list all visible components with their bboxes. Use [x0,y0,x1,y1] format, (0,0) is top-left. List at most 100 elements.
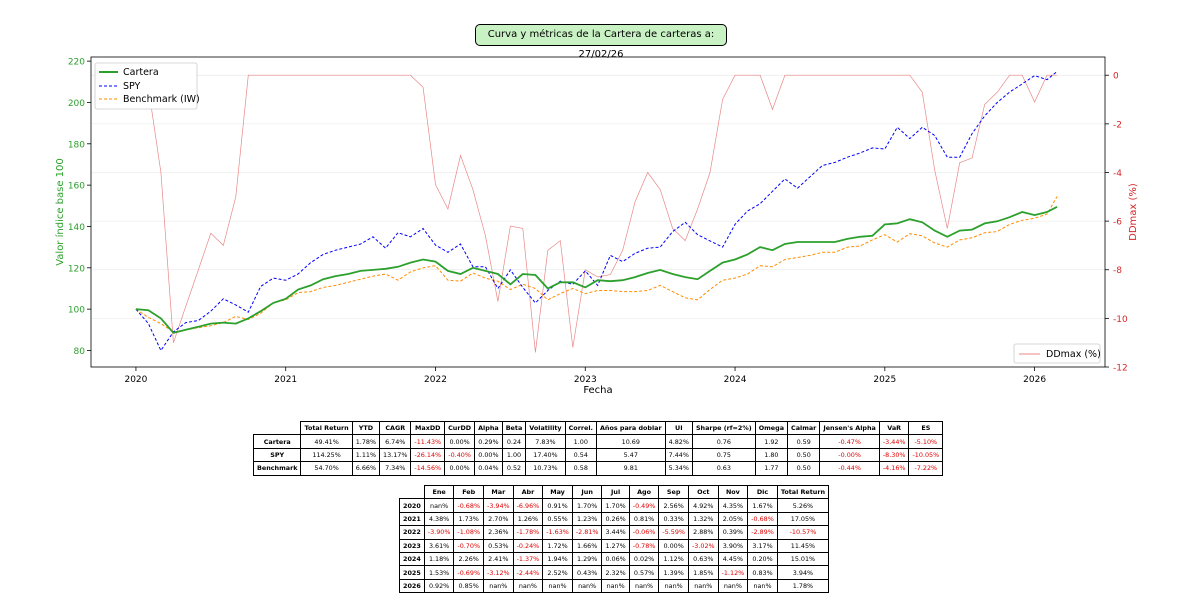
monthly-cell: 0.55% [542,511,573,527]
monthly-header-cell: Abr [512,484,544,500]
metrics-cell: 0.00% [474,447,503,463]
metrics-cell: 13.17% [379,447,412,463]
monthly-cell: 2.52% [542,565,573,580]
monthly-cell: -0.70% [453,538,485,553]
monthly-cell: 0.83% [747,565,778,580]
monthly-cell: 0.81% [628,511,660,527]
metrics-header-cell: Volatility [525,420,566,436]
metrics-cell: 1.78% [351,434,381,449]
monthly-cell: -6.96% [512,498,544,513]
monthly-cell: 1.70% [601,498,630,513]
metrics-cell: 7.83% [525,434,566,449]
metrics-row: Benchmark 54.70% 6.66% 7.34% -14.56% 0.00% 0.0… [252,461,944,476]
metrics-cell: 6.74% [379,434,412,449]
monthly-cell: nan% [542,578,573,594]
monthly-row-label: 2021 [399,511,425,527]
legend-label-benchmark: Benchmark (IW) [123,94,200,105]
monthly-cell: 2.32% [601,565,630,580]
monthly-cell: 1.12% [658,551,689,567]
monthly-cell: -0.69% [453,565,485,580]
x-axis-ticks: 2020 2021 2022 2023 2024 2025 2026 [124,367,1046,385]
monthly-cell: -0.68% [453,498,485,513]
monthly-cell: 2.88% [687,525,719,540]
metrics-cell: -5.10% [908,434,944,449]
monthly-cell: 3.44% [601,525,630,540]
monthly-cell: 0.33% [658,511,689,527]
metrics-cell: 0.52 [501,461,527,476]
monthly-row: 2020 nan% -0.68% -3.94% -6.96% 0.91% 1.70% 1.70… [399,498,830,513]
monthly-cell: nan% [687,578,719,594]
metrics-cell: 5.47 [595,447,666,463]
legend-label-cartera: Cartera [123,67,159,78]
monthly-cell: 1.67% [747,498,778,513]
metrics-cell: 114.25% [300,447,353,463]
metrics-header-cell: Calmar [787,420,821,436]
metrics-header-cell: Jensen's Alpha [819,420,880,436]
metrics-cell: 10.69 [595,434,666,449]
x-tick-label: 2022 [424,375,447,385]
monthly-cell: 1.29% [571,551,603,567]
metrics-cell: -0.44% [819,461,880,476]
metrics-header-cell: Correl. [564,420,597,436]
monthly-row-label: 2022 [399,525,425,540]
metrics-header-cell: Beta [501,420,527,436]
monthly-cell: 1.18% [423,551,455,567]
y2-tick-label: -10 [1113,315,1128,325]
monthly-cell: -3.12% [483,565,514,580]
y2-axis-label: DDmax (%) [1128,183,1139,241]
metrics-cell: 1.00 [501,447,527,463]
y-axis-ticks: 80 100 120 140 160 180 200 220 [68,58,91,357]
metrics-cell: 0.50 [787,461,821,476]
monthly-header-cell: May [542,484,573,500]
y-tick-label: 180 [68,140,85,150]
monthly-cell: 1.72% [542,538,573,553]
monthly-cell: 0.43% [571,565,603,580]
metrics-header-cell: UI [664,420,693,436]
metrics-row: SPY 114.25% 1.11% 13.17% -26.14% -0.40% 0.00% 1… [252,447,944,463]
monthly-cell: 4.38% [423,511,455,527]
monthly-cell: -0.06% [628,525,660,540]
monthly-cell: 15.01% [776,551,830,567]
monthly-cell: 0.02% [628,551,660,567]
y2-tick-label: -4 [1113,169,1122,179]
metrics-header-cell: Alpha [474,420,503,436]
monthly-row: 2025 1.53% -0.69% -3.12% -2.44% 2.52% 0.43% 2.3… [399,565,830,580]
monthly-cell: 1.27% [601,538,630,553]
metrics-table: Total Return YTD CAGR MaxDD CurDD Alpha Beta Vo… [252,420,944,476]
y-tick-label: 100 [68,306,85,316]
monthly-cell: 2.56% [658,498,689,513]
metrics-cell: 1.00 [564,434,597,449]
monthly-cell: 0.00% [658,538,689,553]
monthly-cell: 4.45% [717,551,749,567]
monthly-cell: -1.78% [512,525,544,540]
monthly-cell: -1.12% [717,565,749,580]
metrics-cell: -8.30% [878,447,910,463]
metrics-header-cell: CurDD [444,420,476,436]
monthly-cell: 4.92% [687,498,719,513]
monthly-cell: nan% [512,578,544,594]
monthly-cell: 0.39% [717,525,749,540]
x-tick-label: 2026 [1023,375,1046,385]
monthly-cell: 0.91% [542,498,573,513]
metrics-cell: 6.66% [351,461,381,476]
monthly-cell: 2.05% [717,511,749,527]
metrics-cell: 0.75 [691,447,756,463]
series-line-ddmax [135,74,1058,353]
y-tick-label: 140 [68,223,85,233]
metrics-cell: 1.77 [754,461,789,476]
monthly-cell: 3.90% [717,538,749,553]
metrics-cell: -0.40% [444,447,476,463]
x-tick-label: 2020 [124,375,147,385]
metrics-cell: 0.00% [444,461,476,476]
monthly-row: 2024 1.18% 2.26% 2.41% -1.37% 1.94% 1.29% 0.06%… [399,551,830,567]
y2-tick-label: -2 [1113,120,1122,130]
monthly-cell: -0.78% [628,538,660,553]
monthly-row-label: 2024 [399,551,425,567]
legend-label-spy: SPY [123,81,141,92]
monthly-cell: 1.70% [571,498,603,513]
monthly-cell: 1.32% [687,511,719,527]
metrics-cell: 0.29% [474,434,503,449]
monthly-cell: -2.81% [571,525,603,540]
series-lines [135,71,1058,353]
monthly-cell: -0.49% [628,498,660,513]
